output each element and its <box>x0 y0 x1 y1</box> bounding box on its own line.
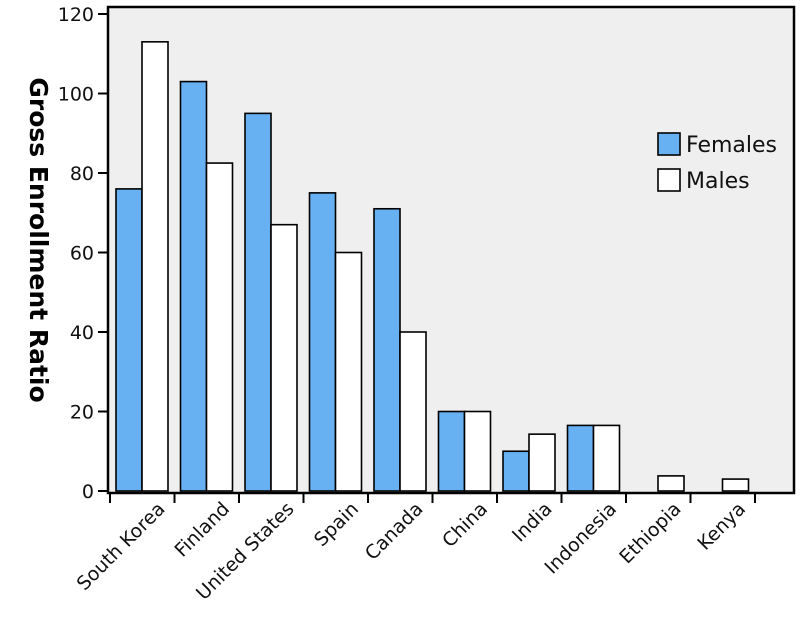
bar-males-kenya <box>721 478 750 492</box>
bar-males-ethiopia <box>657 475 685 492</box>
bar-females-canada <box>373 207 401 492</box>
y-tick-label: 0 <box>82 481 94 503</box>
y-axis-title: Gross Enrollment Ratio <box>24 77 53 402</box>
bar-females-spain <box>308 192 337 492</box>
x-tick-label: Kenya <box>693 498 750 555</box>
x-tick-label: South Korea <box>73 498 170 595</box>
bar-males-india <box>528 433 556 492</box>
bar-females-indonesia <box>566 424 595 492</box>
legend-swatch-females <box>657 132 681 156</box>
x-tick-label: Ethiopia <box>615 498 685 568</box>
legend: Females Males <box>657 132 777 194</box>
bar-males-finland <box>205 162 234 492</box>
bar-males-china <box>463 410 492 492</box>
bar-males-south-korea <box>141 41 169 492</box>
bar-group <box>115 41 750 492</box>
bar-females-united-states <box>244 112 272 492</box>
bar-males-canada <box>399 331 427 492</box>
legend-label-males: Males <box>686 169 750 194</box>
x-tick-label: China <box>438 498 492 552</box>
bar-females-india <box>502 450 530 492</box>
x-tick-label: India <box>508 498 557 547</box>
x-tick-label: Spain <box>310 498 363 551</box>
bar-females-china <box>437 410 466 492</box>
y-tick-label: 100 <box>58 84 94 106</box>
y-tick-label: 80 <box>70 163 94 185</box>
x-tick-label: Canada <box>361 498 428 565</box>
bar-males-spain <box>334 251 363 492</box>
y-tick-label: 20 <box>70 402 94 424</box>
y-tick-label: 60 <box>70 243 94 265</box>
x-tick-label: Finland <box>170 498 234 562</box>
y-axis: 0 20 40 60 80 100 120 <box>58 4 108 503</box>
bar-females-finland <box>179 80 208 492</box>
y-tick-label: 40 <box>70 322 94 344</box>
y-tick-label: 120 <box>58 4 94 26</box>
bar-males-united-states <box>270 223 298 492</box>
legend-label-females: Females <box>686 133 777 158</box>
legend-swatch-males <box>657 168 681 192</box>
bar-males-indonesia <box>592 424 621 492</box>
bar-females-south-korea <box>115 188 143 492</box>
